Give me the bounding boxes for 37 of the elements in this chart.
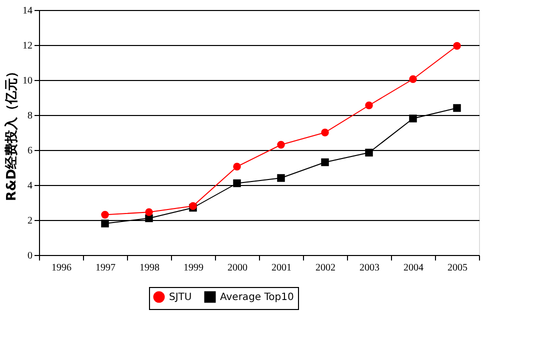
x-tick-label: 2001 bbox=[272, 262, 292, 274]
y-tick-label: 0 bbox=[28, 250, 32, 262]
point bbox=[365, 148, 373, 156]
y-tick-label: 8 bbox=[28, 110, 32, 122]
point bbox=[101, 220, 109, 228]
legend-label: SJTU bbox=[169, 292, 192, 303]
point bbox=[277, 174, 285, 182]
point bbox=[233, 162, 241, 170]
point bbox=[453, 104, 461, 112]
x-tick-label: 1998 bbox=[140, 262, 160, 274]
point bbox=[233, 179, 241, 188]
point bbox=[321, 128, 329, 136]
x-tick-label: 2000 bbox=[228, 262, 248, 274]
y-axis-title: R&D经费投入（亿元） bbox=[4, 64, 20, 202]
x-tick-label: 2005 bbox=[448, 262, 468, 274]
point bbox=[409, 114, 417, 122]
point bbox=[409, 75, 417, 83]
point bbox=[321, 158, 329, 166]
point bbox=[101, 210, 109, 219]
x-tick-label: 1997 bbox=[96, 262, 116, 274]
point bbox=[365, 102, 373, 110]
y-tick-label: 6 bbox=[28, 146, 32, 156]
x-tick-label: 2004 bbox=[404, 262, 424, 274]
point bbox=[277, 140, 285, 149]
x-tick-label: 1999 bbox=[184, 262, 204, 274]
y-tick-label: 14 bbox=[22, 6, 32, 16]
legend-label: Average Top10 bbox=[220, 292, 294, 303]
x-tick-label: 1996 bbox=[52, 262, 72, 274]
point bbox=[145, 208, 153, 216]
y-tick-label: 2 bbox=[28, 216, 32, 226]
y-tick-label: 10 bbox=[22, 76, 32, 86]
point bbox=[145, 214, 153, 222]
y-tick-label: 12 bbox=[22, 40, 32, 52]
x-tick-label: 2002 bbox=[316, 262, 336, 274]
y-tick-label: 4 bbox=[28, 180, 32, 192]
point bbox=[453, 42, 461, 50]
x-tick-label: 2003 bbox=[360, 262, 380, 274]
